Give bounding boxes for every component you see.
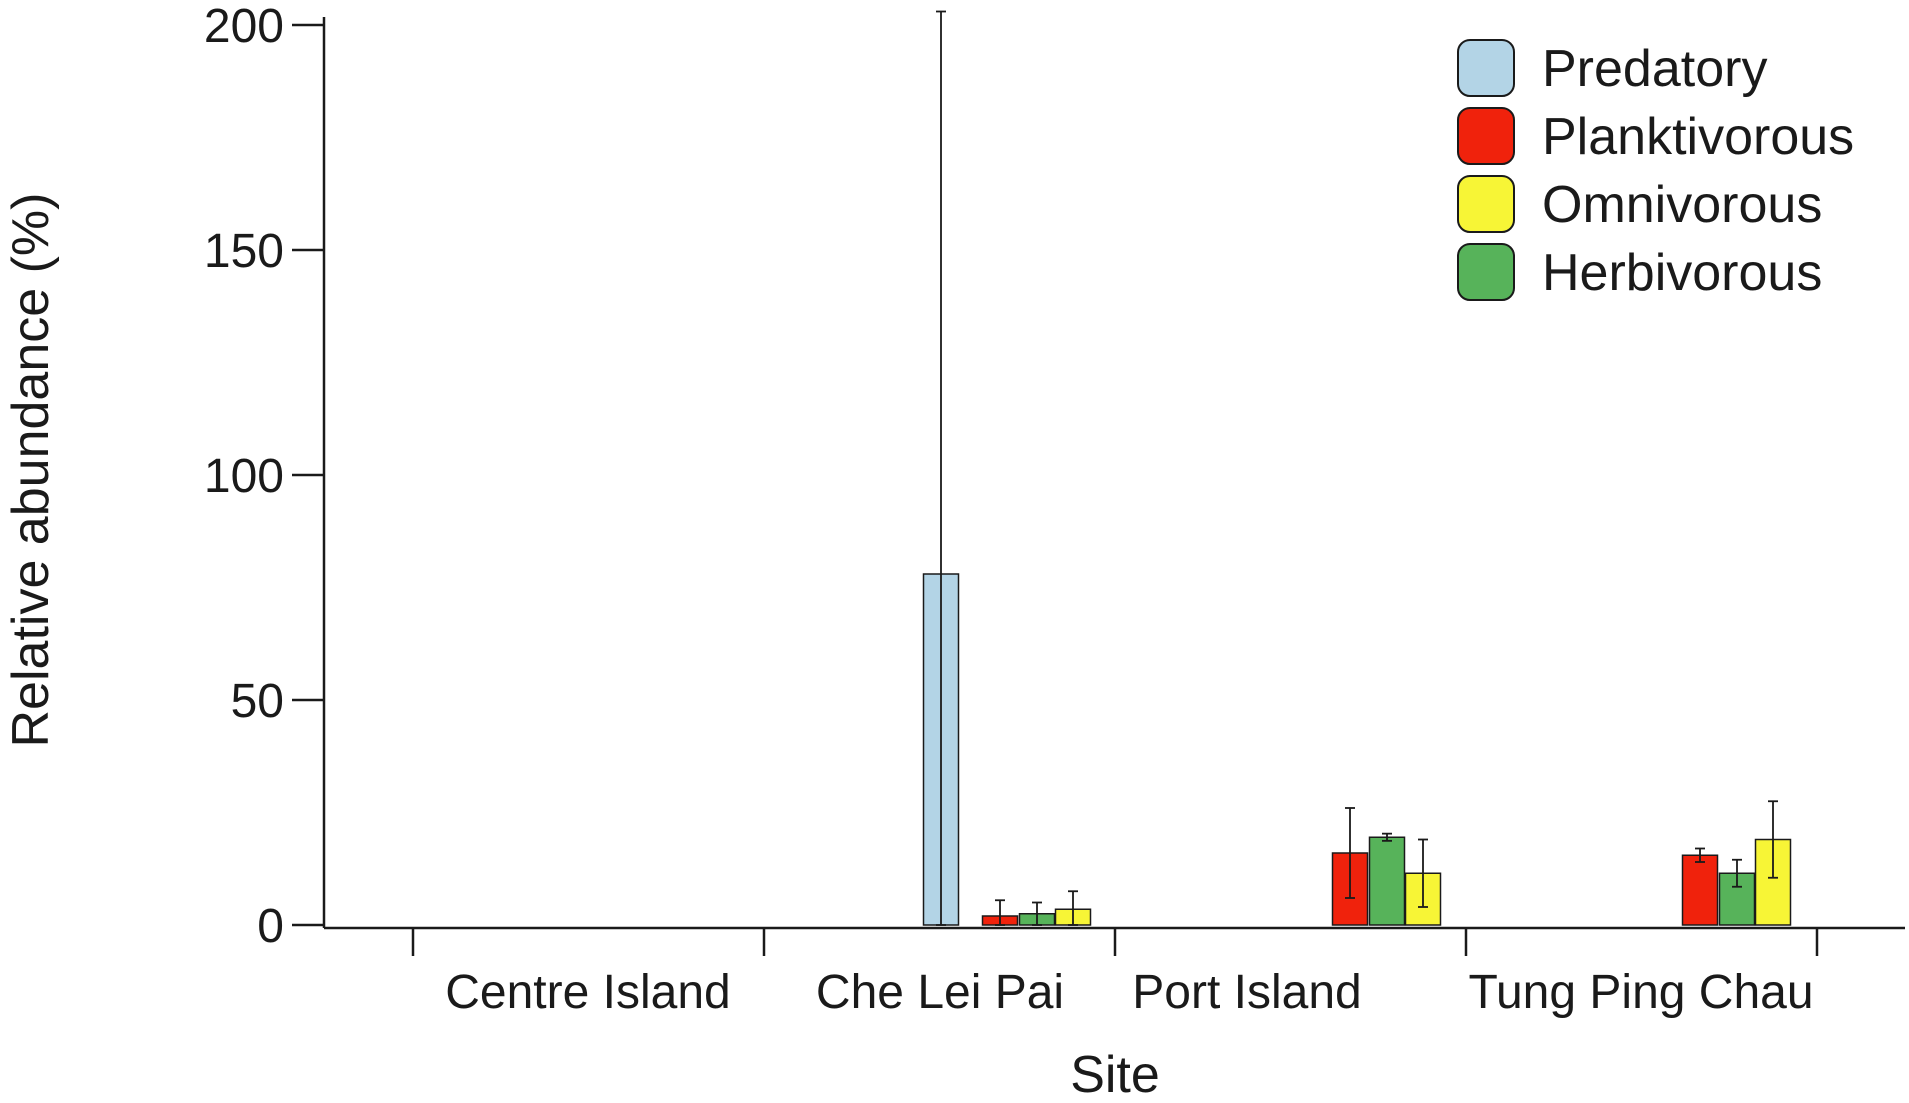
legend-label-omnivorous: Omnivorous: [1542, 176, 1822, 234]
y-axis-title: Relative abundance (%): [2, 193, 60, 748]
y-tick-label: 50: [231, 675, 284, 728]
legend-label-herbivorous: Herbivorous: [1542, 244, 1822, 302]
legend-label-planktivorous: Planktivorous: [1542, 108, 1854, 166]
x-tick-label: Tung Ping Chau: [1468, 966, 1813, 1019]
bar-herbivorous: [1368, 836, 1406, 926]
y-tick-label: 0: [257, 900, 284, 953]
legend: Predatory Planktivorous Omnivorous Herbivor…: [1457, 39, 1854, 302]
plot-area: 0 50 100 150 200 Centre Island Che Lei Pai Port…: [204, 0, 1905, 1019]
y-tick-label: 100: [204, 450, 284, 503]
legend-swatch-planktivorous: [1457, 107, 1515, 165]
bar-planktivorous: [1681, 854, 1719, 926]
x-tick-label: Che Lei Pai: [816, 966, 1064, 1019]
legend-label-predatory: Predatory: [1542, 40, 1767, 98]
x-axis-title: Site: [1070, 1046, 1160, 1103]
legend-swatch-predatory: [1457, 39, 1515, 97]
legend-swatch-herbivorous: [1457, 243, 1515, 301]
legend-swatch-omnivorous: [1457, 175, 1515, 233]
x-tick-label: Port Island: [1132, 966, 1361, 1019]
y-tick-label: 150: [204, 225, 284, 278]
x-tick-label: Centre Island: [445, 966, 731, 1019]
y-tick-label: 200: [204, 0, 284, 53]
